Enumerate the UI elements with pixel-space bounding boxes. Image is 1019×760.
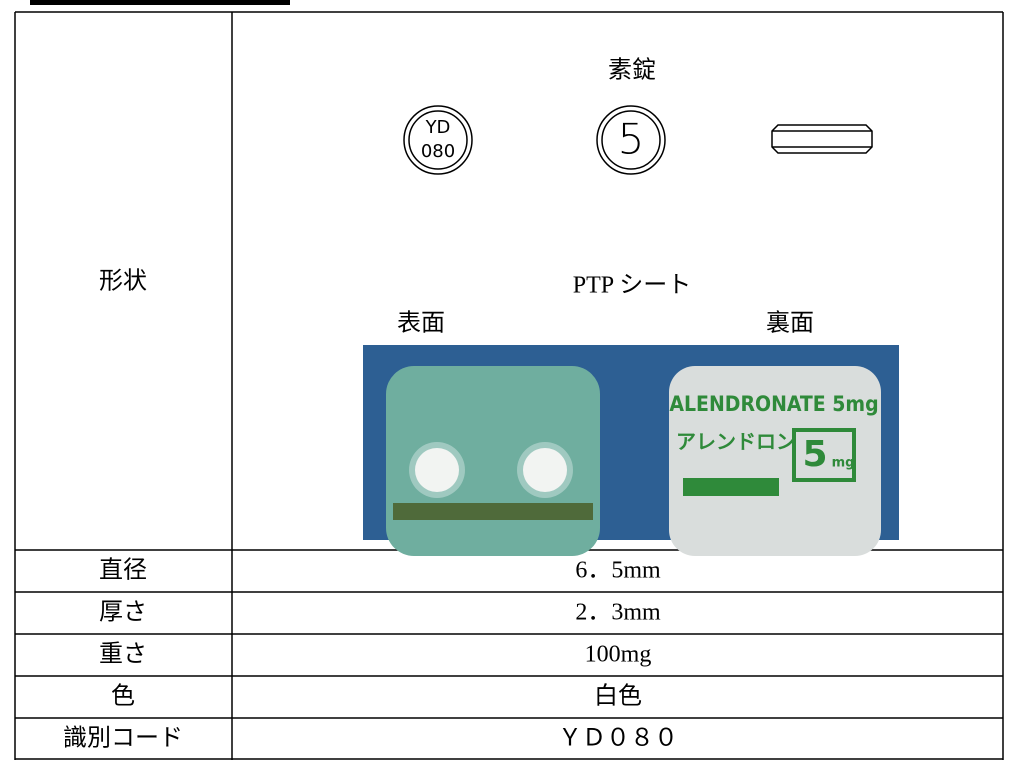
cropped-heading: [30, 0, 290, 5]
ptp-print: アレンドロン: [676, 430, 796, 454]
tablet-type: 素錠: [608, 57, 656, 84]
row-value: 6．5mm: [575, 558, 661, 584]
table-grid: [14, 11, 1004, 760]
row-label: 厚さ: [99, 600, 147, 626]
back-marking: 5: [618, 115, 645, 164]
shape-label: 形状: [99, 268, 147, 295]
ptp-print: 5: [802, 434, 827, 475]
tablet-back: [596, 105, 666, 175]
tablet-front: [403, 105, 473, 175]
ptp-label: PTP シート: [573, 273, 691, 299]
front-marking: YD: [425, 117, 451, 138]
row-value: 2．3mm: [575, 600, 661, 626]
ptp-back: 裏面: [766, 310, 814, 337]
row-label: 直径: [99, 557, 147, 584]
row-value: 100mg: [585, 642, 652, 668]
row-label: 識別コード: [63, 725, 183, 752]
row-label: 色: [111, 683, 135, 710]
ptp-print: mg: [832, 456, 855, 471]
ptp-print: ALENDRONATE 5mg: [669, 392, 878, 416]
row-value: 白色: [594, 683, 642, 710]
ptp-photo: [363, 345, 899, 556]
row-label: 重さ: [99, 641, 147, 668]
tablet-side: [771, 124, 873, 154]
row-value: ＹＤ０８０: [558, 726, 678, 752]
front-marking: 080: [421, 141, 455, 162]
ptp-front: 表面: [397, 310, 445, 337]
